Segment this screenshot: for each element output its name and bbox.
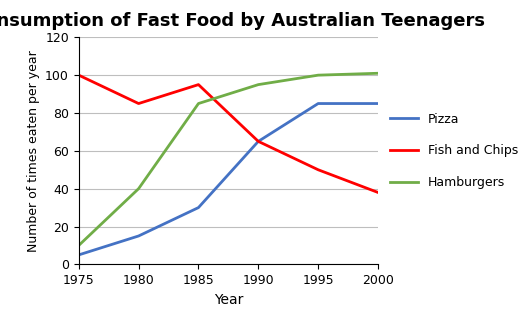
Line: Hamburgers: Hamburgers xyxy=(79,73,378,245)
Line: Fish and Chips: Fish and Chips xyxy=(79,75,378,193)
Hamburgers xyxy=(135,187,142,191)
Hamburgers xyxy=(195,102,202,105)
Hamburgers xyxy=(76,244,82,247)
Y-axis label: Number of times eaten per year: Number of times eaten per year xyxy=(27,50,39,252)
Pizza xyxy=(315,102,321,105)
Pizza xyxy=(375,102,381,105)
Pizza xyxy=(195,206,202,210)
Fish and Chips xyxy=(195,83,202,86)
Title: Consumption of Fast Food by Australian Teenagers: Consumption of Fast Food by Australian T… xyxy=(0,12,486,30)
Fish and Chips xyxy=(255,140,261,143)
Fish and Chips xyxy=(135,102,142,105)
Line: Pizza: Pizza xyxy=(79,104,378,255)
Legend: Pizza, Fish and Chips, Hamburgers: Pizza, Fish and Chips, Hamburgers xyxy=(390,113,518,189)
Pizza xyxy=(76,253,82,257)
Hamburgers xyxy=(255,83,261,86)
Fish and Chips xyxy=(315,168,321,172)
Pizza xyxy=(135,234,142,238)
Pizza xyxy=(255,140,261,143)
X-axis label: Year: Year xyxy=(214,293,243,307)
Hamburgers xyxy=(375,72,381,75)
Hamburgers xyxy=(315,73,321,77)
Fish and Chips xyxy=(76,73,82,77)
Fish and Chips xyxy=(375,191,381,194)
